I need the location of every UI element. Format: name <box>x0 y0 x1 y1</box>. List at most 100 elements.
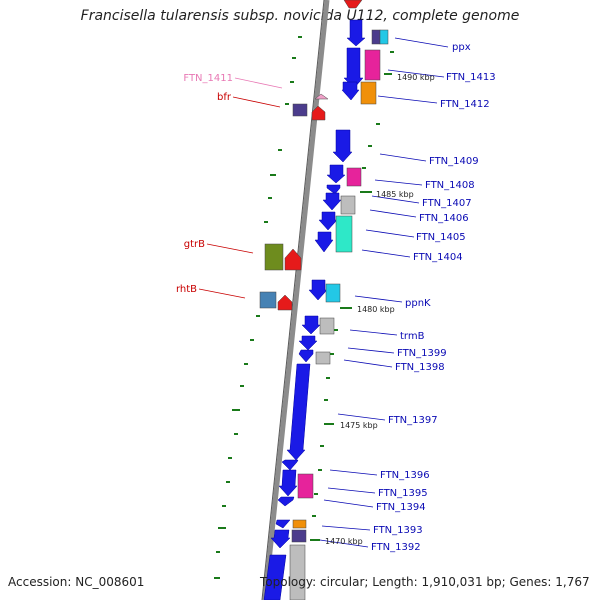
gene-arrow <box>298 335 318 351</box>
feature-block <box>325 283 341 303</box>
feature-block <box>346 167 362 187</box>
gene-label: FTN_1413 <box>446 72 496 83</box>
feature-block <box>379 29 389 45</box>
gene-label: FTN_1393 <box>373 525 423 536</box>
leader-line <box>369 209 417 218</box>
gene-label: FTN_1409 <box>429 156 479 167</box>
gene-label: gtrB <box>184 239 205 250</box>
leader-line <box>387 69 445 78</box>
leader-line <box>371 195 420 204</box>
leader-line <box>232 96 281 108</box>
left-features <box>259 93 329 311</box>
gene-label: FTN_1411 <box>183 73 233 84</box>
gene-arrow <box>308 279 328 301</box>
gene-labels-left: FTN_1411 bfr gtrB rhtB <box>176 73 233 295</box>
scale-label: 1480 kbp <box>357 305 395 314</box>
leader-line <box>327 487 376 494</box>
scale-label: 1475 kbp <box>340 421 378 430</box>
gene-arrow <box>332 129 353 163</box>
gene-label: FTN_1392 <box>371 542 421 553</box>
rna-arrow <box>343 0 363 9</box>
gene-arrow <box>343 47 364 89</box>
gene-label: FTN_1406 <box>419 213 469 224</box>
gene-arrow <box>281 459 299 471</box>
gene-label: FTN_1395 <box>378 488 428 499</box>
gene-arrow <box>286 363 311 461</box>
feature-block <box>292 103 308 117</box>
gene-arrow <box>278 469 298 497</box>
topology-label: Topology: circular; Length: 1,910,031 bp… <box>260 575 590 589</box>
gene-arrow <box>275 519 291 529</box>
reverse-strand-features <box>263 19 366 600</box>
gene-label: FTN_1404 <box>413 252 463 263</box>
gene-labels-right: ppx FTN_1413 FTN_1412 FTN_1409 FTN_1408 … <box>371 42 496 553</box>
leader-line <box>379 153 427 162</box>
gene-arrow <box>263 554 287 600</box>
gene-arrow <box>322 192 342 211</box>
leader-line <box>321 525 371 531</box>
scale-label: 1470 kbp <box>325 537 363 546</box>
leader-line <box>206 243 254 254</box>
gene-label: ppnK <box>405 298 431 309</box>
gene-arrow <box>326 164 346 184</box>
leader-line <box>234 77 283 89</box>
leader-line <box>319 539 369 548</box>
gene-arrow <box>318 211 338 231</box>
leader-line <box>361 249 411 258</box>
gene-arrow <box>270 529 291 549</box>
feature-block <box>335 215 353 253</box>
rna-arrow <box>314 93 329 100</box>
gene-label: FTN_1396 <box>380 470 430 481</box>
gene-arrow <box>301 315 321 335</box>
leader-line <box>347 347 395 354</box>
gene-label: FTN_1407 <box>422 198 472 209</box>
gene-label: FTN_1398 <box>395 362 445 373</box>
gene-label: FTN_1405 <box>416 232 466 243</box>
leader-line <box>394 37 449 48</box>
feature-block <box>289 544 306 600</box>
feature-block <box>292 519 307 529</box>
feature-block <box>371 29 381 45</box>
feature-block <box>340 195 356 215</box>
gene-arrow <box>277 496 295 507</box>
leader-line <box>354 295 403 303</box>
feature-block <box>264 243 284 271</box>
feature-block <box>364 49 381 81</box>
accession-label: Accession: NC_008601 <box>8 575 145 589</box>
label-leaders <box>198 37 449 548</box>
feature-block <box>291 529 307 543</box>
feature-block <box>360 81 377 105</box>
leader-line <box>377 95 438 104</box>
gene-label: FTN_1394 <box>376 502 426 513</box>
rna-arrow <box>277 294 293 311</box>
gene-arrow <box>314 231 334 253</box>
leader-line <box>349 329 398 336</box>
rna-arrow <box>311 105 326 121</box>
genome-backbone <box>262 0 330 600</box>
leader-line <box>343 359 393 368</box>
feature-block <box>259 291 277 309</box>
leader-line <box>374 179 423 186</box>
feature-block <box>297 473 314 499</box>
forward-strand-features <box>289 0 389 600</box>
rna-arrow <box>284 248 302 271</box>
genome-backbone-edge <box>261 0 325 600</box>
gene-arrow <box>341 81 360 101</box>
gene-arrow <box>346 19 366 47</box>
feature-block <box>315 351 331 365</box>
scale-label: 1485 kbp <box>376 190 414 199</box>
scale-label: 1490 kbp <box>397 73 435 82</box>
leader-line <box>365 229 415 238</box>
gene-label: FTN_1412 <box>440 99 490 110</box>
gene-label: FTN_1408 <box>425 180 475 191</box>
scale-labels: 1490 kbp 1485 kbp 1480 kbp 1475 kbp 1470… <box>325 73 435 546</box>
leader-line <box>323 499 374 508</box>
leader-line <box>198 288 246 299</box>
gene-label: trmB <box>400 331 425 342</box>
gene-label: FTN_1399 <box>397 348 447 359</box>
leader-line <box>329 469 378 476</box>
gene-label: rhtB <box>176 284 197 295</box>
gene-label: FTN_1397 <box>388 415 438 426</box>
genome-title: Francisella tularensis subsp. novicida U… <box>80 8 520 24</box>
